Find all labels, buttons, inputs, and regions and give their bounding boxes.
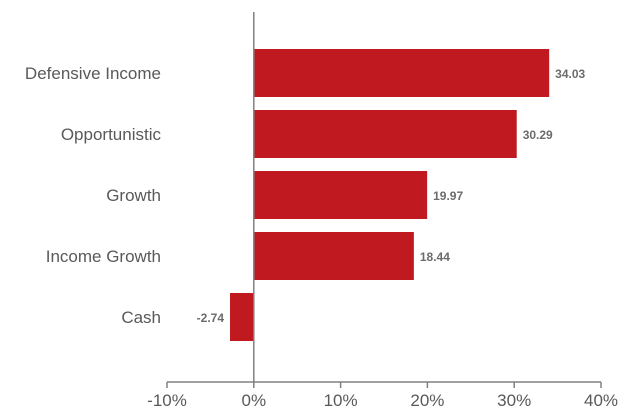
- x-ticks-group: -10% 0% 10% 20% 30% 40%: [147, 382, 618, 409]
- bars-group: [230, 49, 550, 341]
- x-tick-label: 30%: [497, 391, 531, 409]
- data-label: 30.29: [523, 128, 553, 142]
- category-label: Growth: [106, 186, 161, 205]
- category-label: Defensive Income: [25, 64, 161, 83]
- data-label: 19.97: [433, 189, 463, 203]
- x-tick-label: 20%: [410, 391, 444, 409]
- data-labels-group: 34.03 30.29 19.97 18.44 -2.74: [197, 67, 586, 325]
- category-label: Income Growth: [46, 247, 161, 266]
- data-label: -2.74: [197, 311, 225, 325]
- data-label: 34.03: [555, 67, 585, 81]
- bar: [253, 110, 517, 158]
- bar: [230, 293, 254, 341]
- axes-group: [167, 12, 601, 383]
- x-tick-label: -10%: [147, 391, 187, 409]
- x-tick-label: 40%: [584, 391, 618, 409]
- category-label: Opportunistic: [61, 125, 162, 144]
- category-labels-group: Defensive Income Opportunistic Growth Incom…: [25, 64, 162, 327]
- data-label: 18.44: [420, 250, 450, 264]
- bar: [253, 232, 414, 280]
- x-tick-label: 0%: [242, 391, 267, 409]
- bar: [253, 49, 550, 97]
- x-tick-label: 10%: [324, 391, 358, 409]
- bar: [253, 171, 428, 219]
- category-label: Cash: [121, 308, 161, 327]
